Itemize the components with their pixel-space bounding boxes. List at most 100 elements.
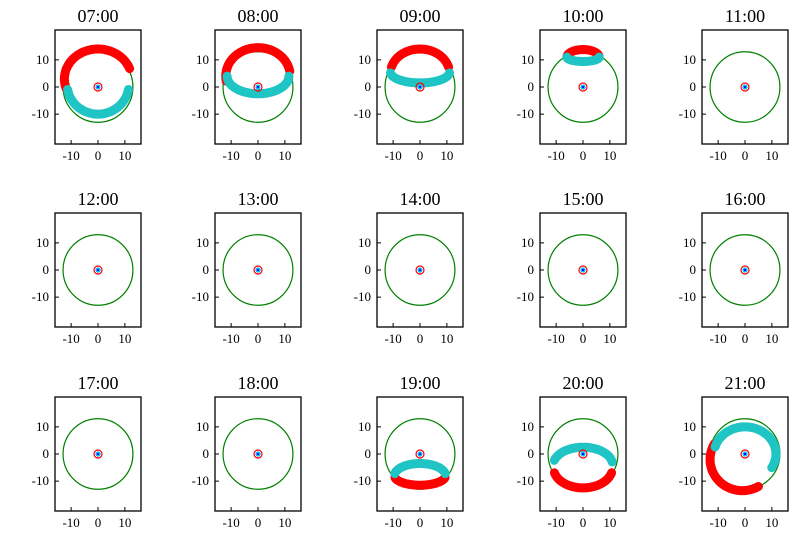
red-series-arc	[386, 44, 454, 72]
reference-circle	[384, 234, 456, 306]
y-tick-label: -10	[192, 289, 209, 304]
y-tick-label: 10	[683, 235, 696, 250]
x-tick-label: -10	[384, 515, 401, 530]
y-tick-label: -10	[517, 106, 534, 121]
plot-area	[62, 418, 134, 490]
y-tick-label: -10	[354, 473, 371, 488]
plot-area	[547, 45, 619, 123]
plot-area	[222, 234, 294, 306]
y-tick-label: -10	[192, 473, 209, 488]
center-marker-ring	[93, 82, 103, 92]
x-tick-label: 10	[278, 515, 291, 530]
center-marker-ring	[253, 82, 263, 92]
y-tick-label: 0	[528, 79, 535, 94]
center-marker-core	[743, 452, 747, 456]
x-tick-label: 0	[255, 515, 262, 530]
x-tick-label: 10	[603, 331, 616, 346]
panel-1700: 17:00 -10 0 10 10 0 -10	[32, 373, 142, 530]
y-tick-label: 0	[365, 262, 372, 277]
panel-1400: 14:00 -10 0 10 10 0 -10	[354, 189, 464, 346]
x-tick-label: 0	[417, 515, 424, 530]
cyan-series-arc	[386, 68, 454, 88]
y-tick-label: -10	[32, 289, 49, 304]
y-tick-label: -10	[354, 289, 371, 304]
plot-area	[709, 51, 781, 123]
x-tick-label: 10	[440, 331, 453, 346]
y-tick-label: 0	[43, 446, 50, 461]
panel-title: 07:00	[77, 6, 118, 26]
x-tick-label: 10	[278, 331, 291, 346]
plot-area	[547, 234, 619, 306]
y-tick-label: -10	[192, 106, 209, 121]
red-series-arc	[705, 439, 763, 496]
y-tick-label: -10	[354, 106, 371, 121]
x-tick-label: -10	[62, 515, 79, 530]
panel-title: 15:00	[562, 189, 603, 209]
center-marker-ring	[415, 265, 425, 275]
x-tick-label: 10	[765, 331, 778, 346]
x-tick-label: -10	[62, 331, 79, 346]
reference-circle	[62, 418, 134, 490]
plot-area	[384, 44, 456, 123]
y-tick-label: -10	[679, 106, 696, 121]
y-tick-label: 0	[690, 446, 697, 461]
y-tick-label: 0	[365, 79, 372, 94]
center-marker-core	[96, 85, 100, 89]
panel-1000: 10:00 -10 0 10 10 0 -10	[517, 6, 627, 163]
y-tick-label: 0	[203, 446, 210, 461]
center-marker-core	[581, 452, 585, 456]
y-tick-label: 0	[690, 79, 697, 94]
panel-1200: 12:00 -10 0 10 10 0 -10	[32, 189, 142, 346]
panel-title: 12:00	[77, 189, 118, 209]
x-tick-label: -10	[709, 515, 726, 530]
y-tick-label: 10	[521, 419, 534, 434]
cyan-series-arc	[63, 85, 133, 119]
center-marker-ring	[578, 82, 588, 92]
red-series-arc	[221, 43, 295, 86]
cyan-series-arc	[222, 71, 294, 99]
panel-title: 09:00	[399, 6, 440, 26]
x-tick-label: 0	[742, 515, 749, 530]
x-tick-label: 10	[765, 515, 778, 530]
x-tick-label: 0	[742, 331, 749, 346]
center-marker-ring	[253, 265, 263, 275]
x-tick-label: 0	[95, 331, 102, 346]
panel-1500: 15:00 -10 0 10 10 0 -10	[517, 189, 627, 346]
x-tick-label: 10	[440, 515, 453, 530]
y-tick-label: 10	[683, 52, 696, 67]
x-tick-label: 10	[278, 148, 291, 163]
panel-title: 08:00	[237, 6, 278, 26]
y-tick-label: 0	[203, 262, 210, 277]
x-tick-label: -10	[62, 148, 79, 163]
y-tick-label: 0	[43, 262, 50, 277]
cyan-series-arc	[710, 422, 781, 473]
cyan-series-arc	[549, 442, 617, 467]
center-marker-ring	[93, 265, 103, 275]
x-tick-label: -10	[222, 331, 239, 346]
x-tick-label: 10	[118, 148, 131, 163]
panel-0700: 07:00 -10 0 10 10 0 -10	[32, 6, 142, 163]
center-marker-core	[418, 268, 422, 272]
panel-title: 20:00	[562, 373, 603, 393]
center-marker-core	[96, 452, 100, 456]
panel-title: 11:00	[725, 6, 765, 26]
cyan-series-arc	[562, 52, 604, 66]
panel-title: 16:00	[724, 189, 765, 209]
y-tick-label: 0	[203, 79, 210, 94]
y-tick-label: -10	[32, 106, 49, 121]
center-marker-ring	[740, 82, 750, 92]
x-tick-label: 0	[580, 331, 587, 346]
x-tick-label: 10	[765, 148, 778, 163]
center-marker-core	[96, 268, 100, 272]
x-tick-label: -10	[547, 331, 564, 346]
x-tick-label: 10	[118, 515, 131, 530]
plot-area	[222, 418, 294, 490]
panel-title: 18:00	[237, 373, 278, 393]
y-tick-label: 10	[521, 235, 534, 250]
y-tick-label: 10	[36, 52, 49, 67]
x-tick-label: 0	[742, 148, 749, 163]
reference-circle	[222, 418, 294, 490]
x-tick-label: 0	[255, 148, 262, 163]
x-tick-label: 10	[603, 515, 616, 530]
